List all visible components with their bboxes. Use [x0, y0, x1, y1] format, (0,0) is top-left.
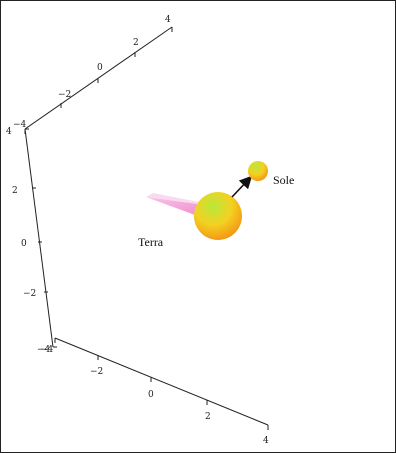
terra-to-sole-arrow — [231, 175, 253, 198]
bottom-axis-tick-label: 0 — [148, 390, 154, 400]
terra-label: Terra — [138, 235, 164, 249]
top-axis-tick-label: 0 — [97, 63, 103, 73]
left-axis-tick-label: −4 — [37, 345, 51, 355]
terra-sphere — [194, 192, 242, 240]
left-axis-line — [24, 128, 54, 348]
bottom-axis-tick-label: −4 — [40, 345, 54, 355]
left-axis-ticks — [25, 128, 57, 348]
top-axis-tick-label: 2 — [133, 38, 139, 48]
sole-sphere — [248, 161, 268, 181]
left-axis-tick-label: −2 — [23, 289, 36, 299]
bottom-axis-tick-label: −2 — [90, 367, 103, 377]
bottom-axis-tick-label: 2 — [205, 412, 211, 422]
left-axis-tick-label: 0 — [21, 239, 27, 249]
left-axis-tick-label: 2 — [12, 186, 18, 196]
bottom-axis-tick-label: 4 — [263, 436, 269, 446]
left-axis-tick-label: 4 — [6, 127, 12, 137]
bottom-axis-line — [54, 337, 269, 426]
sole-label: Sole — [273, 173, 294, 187]
velocity-vector — [146, 193, 199, 215]
top-axis-tick-label: 4 — [165, 15, 171, 25]
top-axis-tick-label: −4 — [13, 120, 27, 130]
bottom-axis-ticks — [54, 338, 269, 430]
top-axis-tick-label: −2 — [58, 90, 71, 100]
